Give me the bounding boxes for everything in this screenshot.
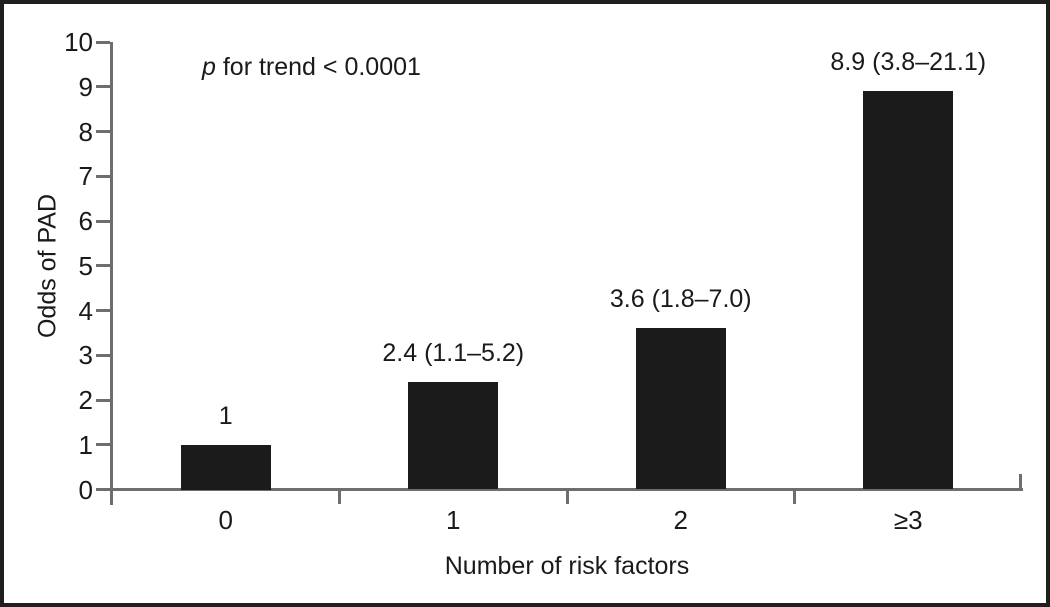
bar-value-label: 2.4 (1.1–5.2): [382, 339, 525, 368]
y-axis-tick-label: 10: [64, 27, 93, 57]
y-axis-tick-label: 8: [78, 116, 93, 147]
x-axis-tick: [565, 491, 569, 504]
annotation-text: for trend < 0.0001: [215, 53, 421, 81]
y-axis-tick-label: 3: [78, 340, 93, 371]
y-axis-line: [110, 42, 113, 505]
x-axis-end-cap: [1019, 474, 1022, 488]
bar-value-label: 3.6 (1.8–7.0): [609, 285, 752, 314]
bar: [408, 382, 499, 490]
y-axis-tick: [96, 174, 110, 178]
y-axis-tick: [96, 219, 110, 223]
bar: [863, 91, 954, 490]
y-axis-tick: [96, 353, 110, 357]
y-axis-tick-label: 5: [78, 250, 93, 281]
y-axis-tick-label: 7: [78, 161, 93, 192]
y-axis-tick: [96, 85, 110, 89]
x-axis-title: Number of risk factors: [444, 552, 690, 580]
y-axis-tick: [96, 488, 110, 491]
y-axis-tick-label: 2: [78, 385, 93, 415]
annotation-italic-p: p: [202, 53, 216, 81]
y-axis-tick-label: 4: [78, 295, 93, 326]
y-axis-tick: [96, 443, 110, 447]
bar: [180, 444, 271, 490]
x-axis-tick: [338, 491, 341, 504]
p-for-trend-annotation: p for trend < 0.0001: [202, 52, 421, 82]
y-axis-tick: [96, 40, 110, 44]
y-axis-tick: [96, 130, 110, 133]
x-axis-tick-label: 2: [673, 505, 688, 535]
bar-value-label: 8.9 (3.8–21.1): [830, 48, 987, 77]
x-axis-tick-label: 0: [218, 505, 233, 535]
y-axis-tick-label: 6: [78, 206, 93, 236]
x-axis-tick-label: ≥3: [893, 505, 923, 535]
y-axis-tick: [96, 264, 110, 268]
y-axis-tick-label: 9: [78, 71, 93, 102]
x-axis-tick-label: 1: [446, 505, 461, 535]
y-axis-tick: [96, 398, 110, 402]
x-axis-line: [110, 488, 1023, 491]
bar: [635, 328, 726, 490]
y-axis-tick-label: 0: [78, 474, 93, 505]
y-axis-tick: [96, 309, 110, 312]
y-axis-tick-label: 1: [78, 429, 93, 460]
x-axis-tick: [793, 491, 796, 504]
bar-value-label: 1: [218, 401, 233, 430]
